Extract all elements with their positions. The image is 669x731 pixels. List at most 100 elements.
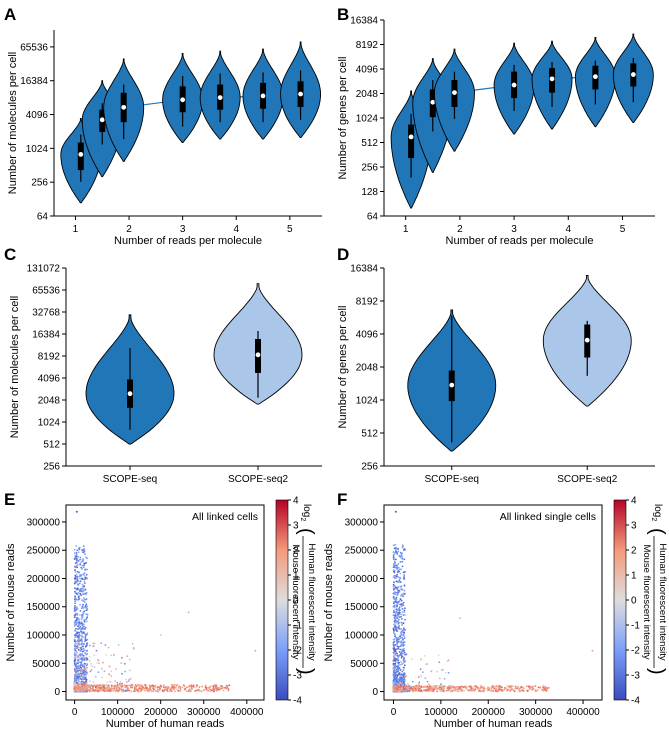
scatter-point <box>214 683 217 686</box>
scatter-point <box>143 687 146 690</box>
x-tick-label: SCOPE-seq2 <box>228 474 288 485</box>
scatter-point <box>81 583 84 586</box>
scatter-point <box>115 687 118 690</box>
scatter-point <box>116 686 119 689</box>
violin-median-dot <box>430 99 436 105</box>
scatter-point <box>395 612 397 614</box>
scatter-point <box>85 591 88 594</box>
scatter-point <box>520 690 522 692</box>
scatter-point <box>83 585 86 587</box>
panel-label-f: F <box>337 490 347 509</box>
y-tick-label: 250000 <box>27 546 61 557</box>
scatter-point <box>400 663 403 666</box>
scatter-point <box>207 689 210 692</box>
scatter-point <box>129 669 131 672</box>
scatter-outlier-point <box>394 510 397 513</box>
scatter-point <box>482 689 485 691</box>
scatter-point <box>398 625 400 627</box>
scatter-point <box>401 560 404 563</box>
scatter-point <box>395 600 397 603</box>
scatter-point <box>404 614 406 616</box>
y-tick-label: 4096 <box>356 65 379 76</box>
scatter-point <box>420 658 422 661</box>
scatter-point <box>397 566 400 569</box>
scatter-point <box>468 689 470 692</box>
scatter-point <box>400 661 402 663</box>
scatter-point <box>463 690 465 692</box>
scatter-point <box>397 569 400 572</box>
scatter-point <box>75 627 77 630</box>
scatter-point <box>392 689 395 692</box>
scatter-point <box>77 588 79 591</box>
x-axis-title: Number of human reads <box>434 718 553 730</box>
scatter-point <box>201 685 204 688</box>
scatter-point <box>528 688 530 691</box>
scatter-point <box>398 611 401 614</box>
scatter-point <box>401 655 403 658</box>
scatter-point <box>186 690 188 693</box>
violin-median-dot <box>99 117 105 123</box>
x-tick-label: 1 <box>403 224 409 235</box>
scatter-point <box>74 605 76 607</box>
y-tick-label: 32768 <box>32 308 60 319</box>
scatter-point <box>79 592 82 595</box>
violin-median-dot <box>408 134 414 140</box>
scatter-point <box>79 666 82 669</box>
scatter-point <box>158 687 161 689</box>
scatter-point <box>106 681 109 683</box>
scatter-point <box>547 686 550 689</box>
scatter-point <box>84 604 87 607</box>
scatter-point <box>393 669 396 672</box>
scatter-outlier-point <box>187 611 190 614</box>
scatter-point <box>75 633 78 635</box>
scatter-point <box>402 595 405 598</box>
scatter-point <box>400 652 403 654</box>
scatter-point <box>80 675 83 678</box>
scatter-point <box>402 662 404 665</box>
colorbar-f-denominator: Mouse fluorescent intensity <box>641 544 652 659</box>
scatter-point <box>401 678 404 681</box>
x-tick-label: 100000 <box>424 707 458 718</box>
scatter-point <box>205 688 208 690</box>
scatter-point <box>127 680 130 682</box>
scatter-point <box>531 687 534 690</box>
scatter-point <box>96 688 99 690</box>
scatter-point <box>109 690 112 693</box>
scatter-point <box>79 684 81 687</box>
scatter-point <box>78 575 81 578</box>
scatter-point <box>474 685 476 688</box>
y-axis-title: Number of genes per cell <box>337 57 349 180</box>
scatter-outlier-point <box>159 634 162 636</box>
scatter-point <box>412 686 415 689</box>
scatter-point <box>398 616 401 618</box>
scatter-point <box>400 605 403 607</box>
scatter-point <box>93 654 96 656</box>
scatter-point <box>397 638 400 641</box>
scatter-point <box>130 690 133 693</box>
scatter-point <box>76 575 79 578</box>
scatter-point <box>79 654 82 656</box>
scatter-point <box>394 633 396 635</box>
scatter-point <box>174 690 176 693</box>
scatter-point <box>84 633 86 635</box>
scatter-point <box>101 686 104 689</box>
scatter-point <box>395 550 397 553</box>
scatter-point <box>398 581 401 583</box>
scatter-point <box>74 578 76 580</box>
y-tick-label: 64 <box>367 212 379 223</box>
scatter-point <box>82 600 85 602</box>
scatter-point <box>78 582 81 585</box>
scatter-point <box>79 628 82 631</box>
y-tick-label: 50000 <box>32 659 60 670</box>
scatter-point <box>83 643 85 645</box>
y-tick-label: 16384 <box>350 16 378 27</box>
scatter-point <box>75 545 78 547</box>
scatter-point <box>82 597 85 599</box>
scatter-point <box>101 684 104 686</box>
scatter-point <box>95 649 98 652</box>
scatter-point <box>398 627 401 630</box>
scatter-point <box>399 594 402 597</box>
scatter-point <box>84 636 87 638</box>
scatter-point <box>226 685 229 687</box>
scatter-point <box>80 594 82 596</box>
